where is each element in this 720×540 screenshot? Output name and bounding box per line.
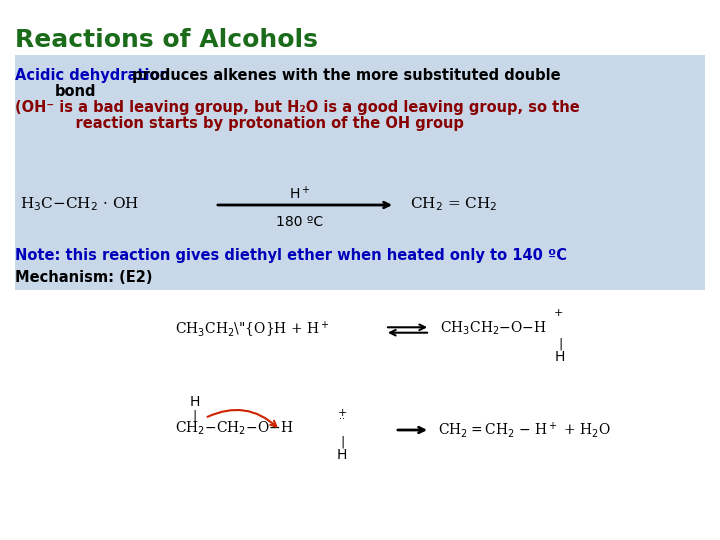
Text: Note: this reaction gives diethyl ether when heated only to 140 ºC: Note: this reaction gives diethyl ether … [15, 248, 567, 263]
Text: H: H [190, 395, 200, 409]
Text: Mechanism: (E2): Mechanism: (E2) [15, 270, 153, 285]
Text: H$^+$: H$^+$ [289, 185, 311, 202]
Text: Reactions of Alcohols: Reactions of Alcohols [15, 28, 318, 52]
Text: CH$_2$$-$CH$_2$$-$O$-$H: CH$_2$$-$CH$_2$$-$O$-$H [175, 420, 294, 437]
Text: CH$_3$CH$_2$$-$O$-$H: CH$_3$CH$_2$$-$O$-$H [440, 320, 546, 338]
Text: ··: ·· [339, 414, 345, 424]
Text: +: + [553, 308, 563, 318]
Text: H$_3$C$-$CH$_2$ $\cdot$ OH: H$_3$C$-$CH$_2$ $\cdot$ OH [20, 195, 139, 213]
Text: |: | [340, 435, 344, 448]
Text: Acidic dehydration: Acidic dehydration [15, 68, 170, 83]
Text: +: + [337, 408, 347, 418]
Text: H: H [555, 350, 565, 364]
Text: produces alkenes with the more substituted double: produces alkenes with the more substitut… [127, 68, 560, 83]
Text: bond: bond [55, 84, 96, 99]
Text: CH$_2$ = CH$_2$: CH$_2$ = CH$_2$ [410, 195, 498, 213]
Text: (OH⁻ is a bad leaving group, but H₂O is a good leaving group, so the: (OH⁻ is a bad leaving group, but H₂O is … [15, 100, 580, 115]
Text: CH$_3$CH$_2$\"{O}H + H$^+$: CH$_3$CH$_2$\"{O}H + H$^+$ [175, 320, 330, 340]
Text: 180 ºC: 180 ºC [276, 215, 323, 229]
Text: reaction starts by protonation of the OH group: reaction starts by protonation of the OH… [55, 116, 464, 131]
FancyBboxPatch shape [15, 55, 705, 290]
Text: |: | [558, 337, 562, 350]
Text: CH$_2$$=$CH$_2$ $-$ H$^+$ + H$_2$O: CH$_2$$=$CH$_2$ $-$ H$^+$ + H$_2$O [438, 420, 611, 440]
Text: H: H [337, 448, 347, 462]
Text: |: | [193, 410, 197, 423]
